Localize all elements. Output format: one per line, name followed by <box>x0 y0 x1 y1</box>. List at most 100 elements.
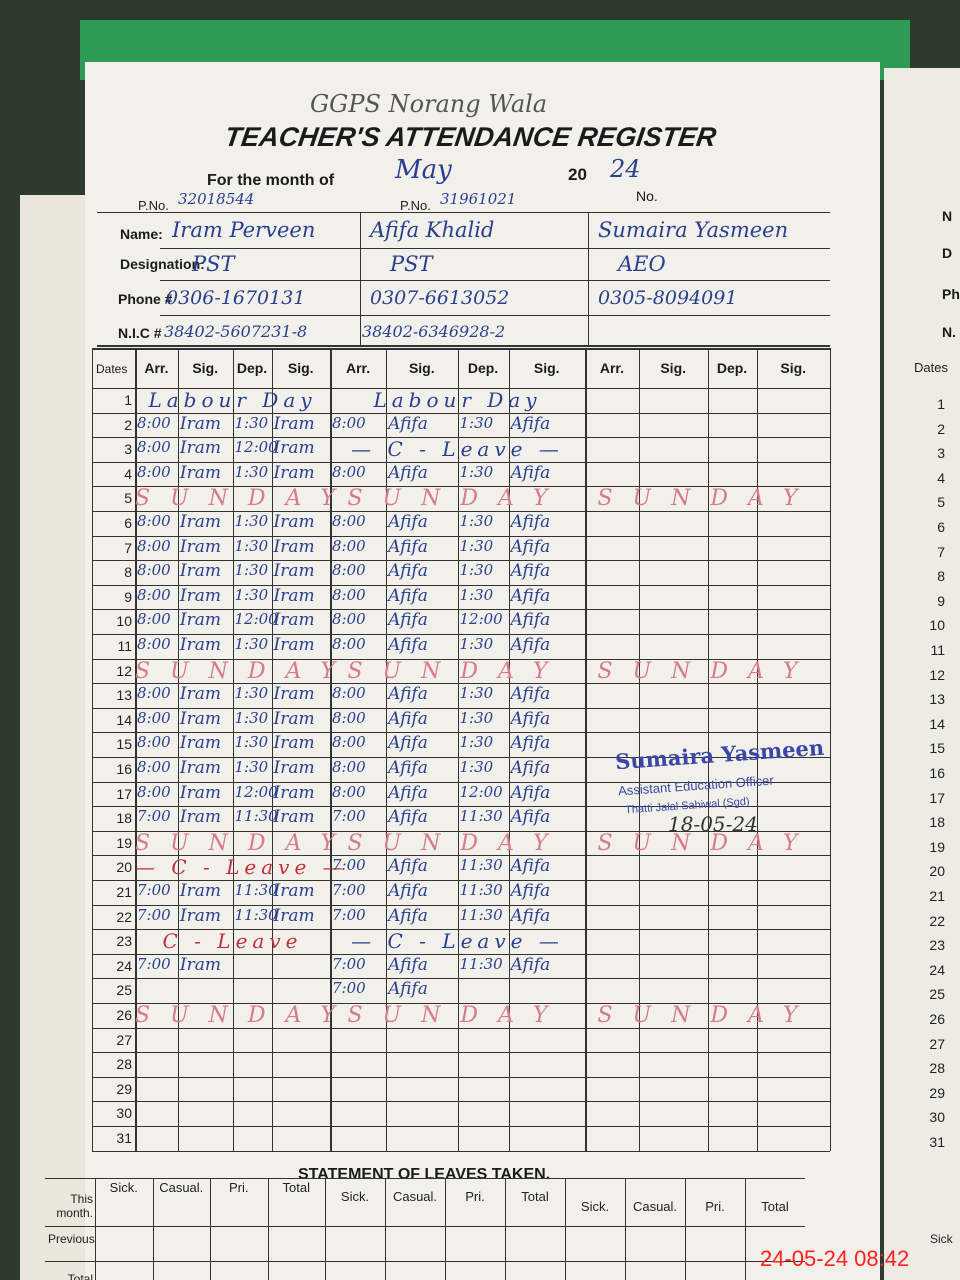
entry: Iram <box>179 610 221 631</box>
entry: 1:30 <box>234 512 269 530</box>
loose-sheet <box>20 195 90 1280</box>
entry: 1:30 <box>234 758 269 776</box>
rule-line <box>330 348 332 1151</box>
rule-line <box>588 212 589 345</box>
entry: 7:00 <box>332 905 366 924</box>
date: 23 <box>929 937 945 954</box>
date: 7 <box>937 543 945 560</box>
entry: 1:30 <box>459 708 494 727</box>
entry: Afifa <box>388 856 428 877</box>
entry: Afifa <box>510 807 551 828</box>
entry: Iram <box>179 684 221 705</box>
rule-line <box>325 1178 326 1280</box>
label: Phone # <box>118 291 173 307</box>
entry: Iram <box>273 438 315 459</box>
rule-line <box>745 1178 746 1280</box>
entry: 8:00 <box>137 585 171 604</box>
rule-line <box>92 806 830 808</box>
rule-line <box>685 1178 686 1280</box>
date: 9 <box>937 592 945 609</box>
entry: 1:30 <box>459 413 494 432</box>
rule-line <box>625 1178 626 1280</box>
date: 18 <box>116 810 132 827</box>
column-header: Arr. <box>144 360 169 376</box>
entry: 8:00 <box>332 733 366 752</box>
entry: 7:00 <box>332 881 366 899</box>
column-header: Dep. <box>467 360 499 376</box>
entry: Afifa <box>388 610 428 631</box>
label: N.I.C # <box>118 325 162 341</box>
right-page-label: D <box>942 245 953 261</box>
rule-line <box>92 781 830 783</box>
entry: 8:00 <box>137 758 171 776</box>
day-note: SUNDAY <box>597 1003 818 1028</box>
entry: 1:30 <box>234 561 269 580</box>
entry: Iram <box>273 512 315 532</box>
entry: Iram <box>273 462 315 483</box>
date: 30 <box>116 1105 132 1122</box>
rule-line <box>271 348 273 1151</box>
entry: Iram <box>273 635 315 655</box>
entry: Iram <box>179 881 221 901</box>
column-header: Dep. <box>236 360 268 376</box>
entry: Afifa <box>510 856 551 877</box>
rule-line <box>92 1052 830 1054</box>
entry: Iram <box>179 413 221 434</box>
entry: 8:00 <box>137 782 171 801</box>
date: 6 <box>937 519 945 535</box>
right-page-dates: Dates <box>914 360 948 375</box>
entry: Afifa <box>388 635 428 655</box>
no-label: No. <box>636 188 658 204</box>
designation: PST <box>390 252 433 276</box>
day-note: SUNDAY <box>135 1003 356 1028</box>
date: 27 <box>929 1035 945 1052</box>
date: 24 <box>929 961 945 978</box>
entry: Afifa <box>388 585 428 606</box>
label: Name: <box>120 226 163 242</box>
leaves-column: Pri. <box>465 1189 485 1205</box>
entry: Iram <box>179 438 221 459</box>
entry: Iram <box>179 807 221 828</box>
entry: Afifa <box>510 881 551 901</box>
date: 19 <box>116 834 132 851</box>
entry: Iram <box>179 536 221 557</box>
leaves-column: Casual. <box>159 1180 204 1195</box>
entry: Afifa <box>388 512 428 532</box>
entry: 1:30 <box>459 561 494 580</box>
date: 8 <box>124 564 132 581</box>
entry: Iram <box>273 413 315 434</box>
entry: 1:30 <box>234 413 269 432</box>
right-page-label: Ph <box>942 286 960 302</box>
entry: 1:30 <box>234 635 269 653</box>
date: 15 <box>116 736 132 753</box>
entry: 11:30 <box>459 856 503 875</box>
rule-line <box>92 1101 830 1103</box>
entry: 1:30 <box>459 585 494 604</box>
pno: 31961021 <box>440 190 517 208</box>
register-title: TEACHER'S ATTENDANCE REGISTER <box>222 122 719 152</box>
entry: Afifa <box>510 561 551 582</box>
rule-line <box>95 1178 96 1280</box>
entry: 7:00 <box>137 881 171 899</box>
entry: Iram <box>179 758 221 778</box>
entry: 12:00 <box>234 438 278 457</box>
rule-line <box>92 634 830 635</box>
date: 6 <box>124 515 132 531</box>
entry: 11:30 <box>234 905 278 924</box>
day-note: SUNDAY <box>597 486 818 512</box>
entry: Afifa <box>510 905 551 926</box>
date: 22 <box>116 908 132 925</box>
date: 28 <box>929 1060 945 1077</box>
date: 4 <box>124 465 132 482</box>
date: 8 <box>937 568 945 585</box>
entry: 8:00 <box>332 708 366 727</box>
entry: Afifa <box>388 782 428 803</box>
designation: AEO <box>618 252 666 276</box>
entry: 12:00 <box>234 782 278 801</box>
entry: 7:00 <box>332 954 366 973</box>
entry: 11:30 <box>459 954 503 973</box>
rule-line <box>160 315 830 316</box>
entry: Afifa <box>510 512 551 532</box>
rule-line <box>92 609 830 611</box>
date: 26 <box>116 1007 132 1023</box>
